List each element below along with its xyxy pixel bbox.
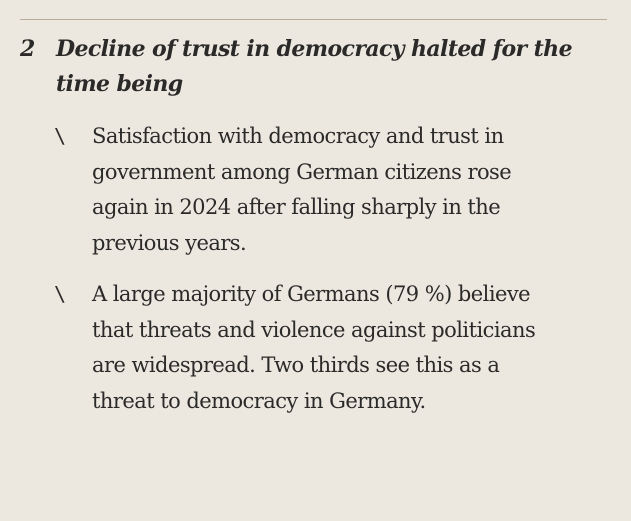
section-number: 2 xyxy=(20,36,35,62)
key-findings-list: \ Satisfaction with democracy and trust … xyxy=(54,119,614,435)
section-title: Decline of trust in democracy halted for… xyxy=(56,36,573,97)
bullet-text: A large majority of Germans (79 %) belie… xyxy=(92,282,536,413)
bullet-text: Satisfaction with democracy and trust in… xyxy=(92,124,512,255)
top-divider xyxy=(20,19,607,20)
bullet-marker: \ xyxy=(54,124,67,148)
list-item: \ A large majority of Germans (79 %) bel… xyxy=(54,277,614,419)
bullet-marker: \ xyxy=(54,282,67,306)
list-item: \ Satisfaction with democracy and trust … xyxy=(54,119,614,261)
section-heading: 2 Decline of trust in democracy halted f… xyxy=(20,32,610,102)
